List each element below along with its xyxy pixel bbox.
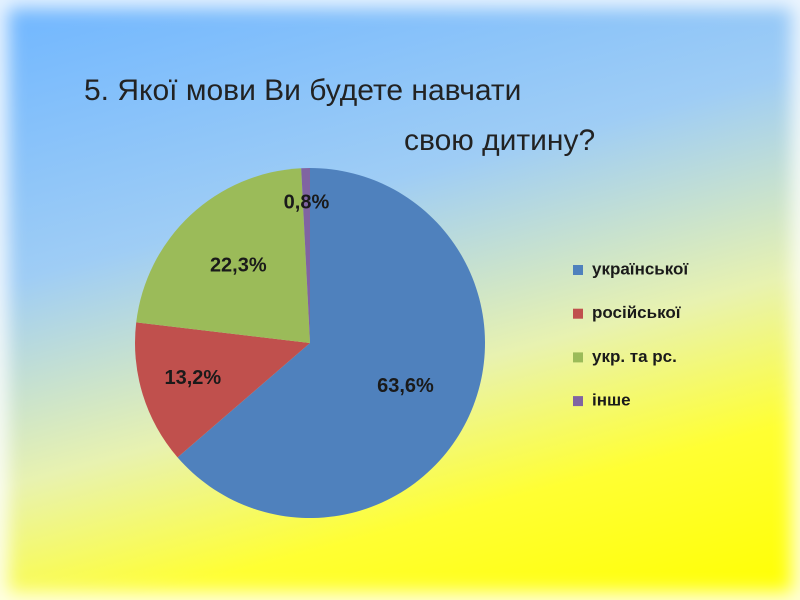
data-label: 63,6% <box>377 375 434 397</box>
pie-slice <box>135 322 310 458</box>
data-label: 0,8% <box>284 191 330 213</box>
legend-label: української <box>592 259 689 278</box>
legend-swatch <box>573 308 583 319</box>
legend-swatch <box>573 352 583 363</box>
chart-title: свою дитину? <box>404 124 595 157</box>
chart-title: 5. Якої мови Ви будете навчати <box>84 74 521 107</box>
legend-label: інше <box>592 391 631 410</box>
legend-swatch <box>573 265 583 275</box>
data-label: 22,3% <box>210 255 267 277</box>
pie-slice <box>177 168 486 519</box>
legend-swatch <box>573 396 583 407</box>
legend-label: укр. та рс. <box>592 347 677 366</box>
pie-slice <box>136 168 310 343</box>
pie-slice <box>301 168 310 343</box>
legend-label: російської <box>592 303 682 322</box>
data-label: 13,2% <box>165 367 222 389</box>
